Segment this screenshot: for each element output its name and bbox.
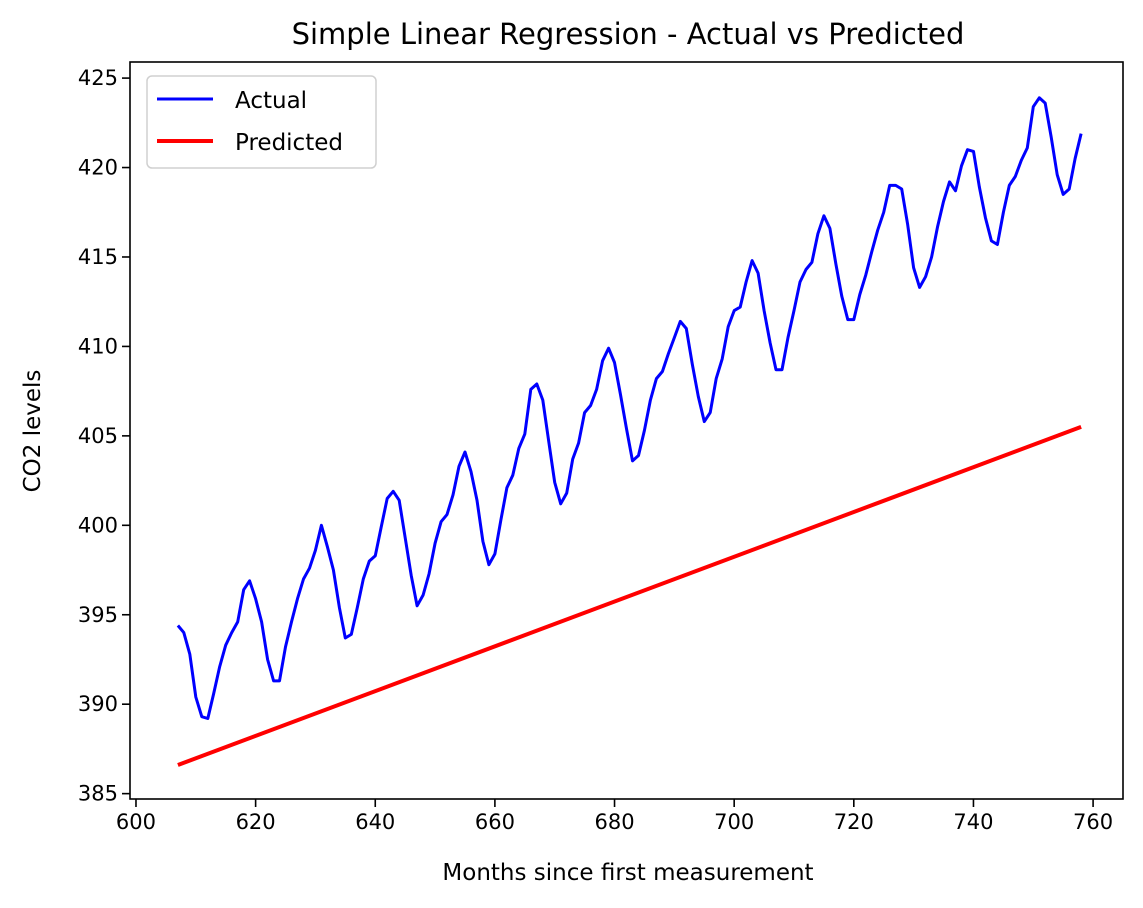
legend: Actual Predicted <box>146 75 377 169</box>
axes: 600 620 640 660 680 700 720 740 760 385 390 395 400 4… <box>78 66 1113 834</box>
x-tick-label: 760 <box>1073 810 1113 834</box>
legend-label-predicted: Predicted <box>235 130 343 156</box>
x-axis-label: Months since first measurement <box>442 860 813 886</box>
x-tick-label: 620 <box>236 810 276 834</box>
y-tick-label: 385 <box>78 782 118 806</box>
y-tick-label: 410 <box>78 334 118 358</box>
series-line-actual <box>176 96 1083 720</box>
legend-label-actual: Actual <box>235 88 307 114</box>
series-line-predicted <box>177 425 1082 767</box>
y-tick-label: 405 <box>78 424 118 448</box>
y-tick-label: 415 <box>78 245 118 269</box>
y-tick-label: 420 <box>78 156 118 180</box>
x-tick-label: 740 <box>953 810 993 834</box>
x-tick-label: 680 <box>594 810 634 834</box>
y-axis-label: CO2 levels <box>20 370 46 493</box>
y-tick-label: 400 <box>78 513 118 537</box>
x-tick-label: 720 <box>834 810 874 834</box>
x-tick-label: 700 <box>714 810 754 834</box>
chart-title: Simple Linear Regression - Actual vs Pre… <box>292 17 965 51</box>
y-tick-label: 425 <box>78 66 118 90</box>
plot-lines <box>176 96 1083 767</box>
y-tick-label: 395 <box>78 603 118 627</box>
plot-frame <box>129 61 1124 800</box>
x-tick-label: 660 <box>475 810 515 834</box>
x-tick-label: 640 <box>355 810 395 834</box>
y-tick-label: 390 <box>78 692 118 716</box>
x-tick-label: 600 <box>116 810 156 834</box>
